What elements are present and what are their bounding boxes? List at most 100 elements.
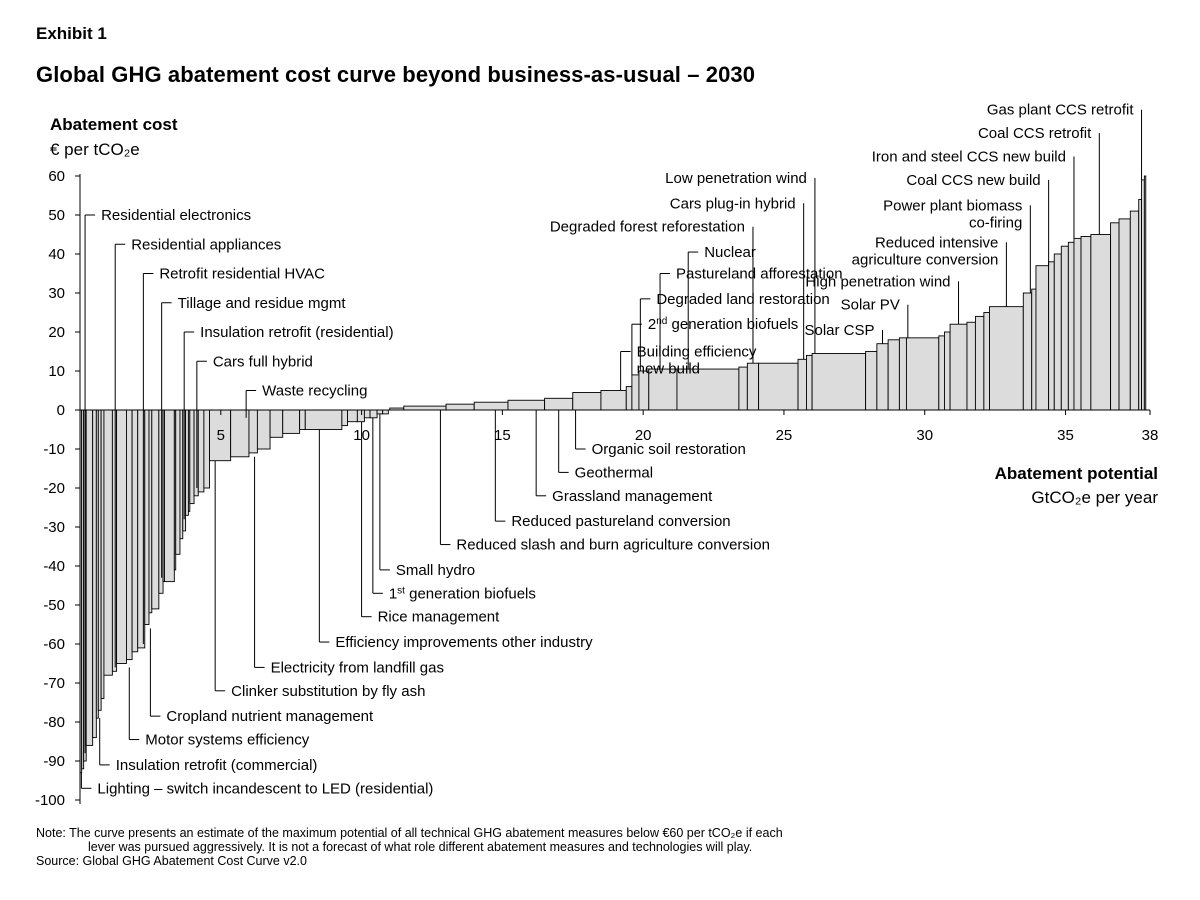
annotation-text: Reduced pastureland conversion — [511, 513, 730, 530]
annotation-label: Degraded forest reforestation — [550, 219, 754, 364]
annotation-text: Rice management — [378, 609, 501, 626]
y-axis-label: Abatement cost — [50, 115, 178, 134]
bar — [193, 409, 199, 497]
bar — [1143, 175, 1147, 411]
annotation-text: Insulation retrofit (commercial) — [116, 757, 318, 774]
x-tick-label: 5 — [217, 427, 225, 444]
annotation-text: Efficiency improvements other industry — [335, 634, 593, 651]
y-tick-label: 0 — [57, 402, 65, 419]
bar — [887, 339, 900, 411]
annotation-label: Retrofit residential HVAC — [142, 266, 325, 644]
bar — [103, 409, 113, 676]
annotation-text: Insulation retrofit (residential) — [200, 324, 393, 341]
bar — [158, 409, 164, 594]
bar — [144, 409, 150, 625]
bar — [1022, 292, 1033, 411]
bar — [758, 362, 799, 411]
annotation-label: Insulation retrofit (residential) — [183, 324, 394, 520]
bar — [382, 409, 389, 415]
annotation-label: 1st generation biofuels — [372, 417, 536, 603]
annotation-text: Nuclear — [704, 244, 756, 261]
annotation-label: Rice management — [361, 421, 501, 626]
y-tick-label: -100 — [35, 792, 65, 809]
y-tick-label: 50 — [48, 207, 65, 224]
x-tick-label: 30 — [916, 427, 933, 444]
bar — [1110, 222, 1120, 411]
annotation-text: Reduced intensive — [875, 234, 998, 251]
bar — [1048, 261, 1055, 411]
y-tick-label: 40 — [48, 246, 65, 263]
bar — [116, 409, 127, 664]
bar — [797, 358, 807, 411]
bar — [299, 409, 306, 430]
x-tick-label: 35 — [1057, 427, 1074, 444]
annotation-label: Cars plug-in hybrid — [670, 195, 805, 360]
bar — [876, 343, 889, 411]
annotation-label: Grassland management — [535, 410, 713, 505]
annotation-text: Solar PV — [841, 297, 900, 314]
bar — [92, 409, 97, 739]
annotation-label: Reduced slash and burn agriculture conve… — [439, 410, 770, 554]
annotation-label: Pastureland afforestation — [659, 266, 843, 370]
bar — [544, 397, 574, 411]
bar — [282, 409, 301, 434]
annotation-label: Gas plant CCS retrofit — [987, 102, 1143, 180]
y-tick-label: -40 — [43, 558, 65, 575]
annotation-text: Geothermal — [575, 464, 653, 481]
bar — [269, 409, 284, 438]
bar — [905, 337, 940, 411]
annotation-text: Reduced slash and burn agriculture conve… — [456, 537, 770, 554]
bar — [806, 354, 813, 411]
bar — [111, 409, 118, 672]
annotation-text: Solar CSP — [804, 322, 874, 339]
annotation-text: Building efficiency — [637, 344, 757, 361]
bar — [473, 401, 509, 411]
annotation-label: Lighting – switch incandescent to LED (r… — [80, 772, 433, 797]
bar — [304, 409, 343, 430]
annotation-text: 1st generation biofuels — [389, 585, 536, 603]
annotation-label: Degraded land restoration — [639, 291, 830, 371]
x-tick-label: 38 — [1142, 427, 1159, 444]
bar — [1118, 218, 1131, 411]
annotation-text-line2: new build — [637, 361, 700, 378]
annotation-text: 2nd generation biofuels — [648, 316, 798, 334]
annotation-text: Waste recycling — [262, 383, 367, 400]
bar — [1090, 234, 1112, 411]
bar — [989, 306, 1024, 411]
x-axis-label: Abatement potential — [994, 464, 1158, 483]
y-tick-label: 10 — [48, 363, 65, 380]
bar — [631, 374, 640, 411]
bar — [369, 409, 378, 419]
annotation-text-line2: agriculture conversion — [852, 251, 999, 268]
y-tick-label: -20 — [43, 480, 65, 497]
note-line-1: Note: The curve presents an estimate of … — [36, 826, 783, 840]
bar — [1060, 245, 1069, 411]
annotation-text: Iron and steel CCS new build — [872, 149, 1066, 166]
chart-title: Global GHG abatement cost curve beyond b… — [36, 62, 756, 87]
y-tick-label: -90 — [43, 753, 65, 770]
annotation-text: Low penetration wind — [665, 170, 807, 187]
x-tick-label: 20 — [635, 427, 652, 444]
annotation-text: Clinker substitution by fly ash — [231, 683, 425, 700]
bar — [1067, 241, 1075, 411]
bar — [363, 409, 371, 419]
annotation-text: Cars full hybrid — [213, 353, 313, 370]
annotation-label: Solar CSP — [804, 322, 883, 344]
annotation-label: Reduced pastureland conversion — [494, 410, 731, 530]
annotation-label: Tillage and residue mgmt — [161, 295, 346, 578]
annotation-text-line2: co-firing — [969, 214, 1022, 231]
annotation-label: Motor systems efficiency — [128, 667, 310, 749]
annotation-text: Coal CCS retrofit — [978, 125, 1092, 142]
y-tick-label: -50 — [43, 597, 65, 614]
y-tick-label: 30 — [48, 285, 65, 302]
annotation-label: Coal CCS new build — [906, 172, 1050, 266]
bar — [966, 321, 976, 411]
annotation-text: Retrofit residential HVAC — [159, 266, 325, 283]
annotation-text: High penetration wind — [805, 273, 950, 290]
bar — [256, 409, 271, 450]
annotation-text: Motor systems efficiency — [145, 732, 309, 749]
y-tick-label: 60 — [48, 168, 65, 185]
